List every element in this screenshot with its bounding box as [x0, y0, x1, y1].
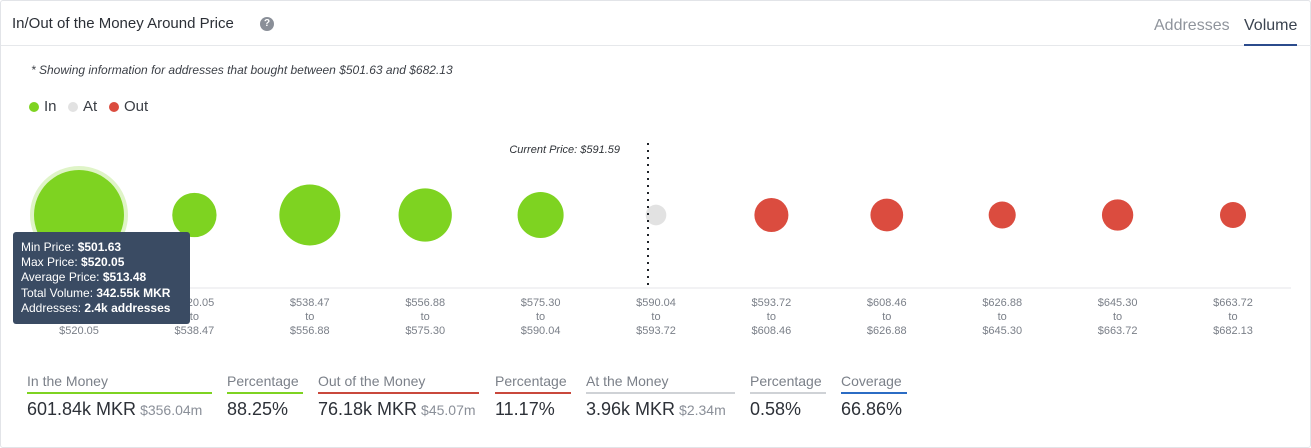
bucket-label-3: $556.88 to $575.30 — [405, 297, 445, 337]
summary-stats: In the Money 601.84k MKR $356.04m Percent… — [1, 373, 1311, 433]
stat-in-the-money-value: 601.84k MKR $356.04m — [27, 399, 203, 419]
bubble-in-1[interactable] — [172, 192, 217, 238]
help-icon[interactable]: ? — [260, 17, 274, 31]
stat-coverage-value: 66.86% — [841, 399, 903, 419]
bucket-label-2: $538.47 to $556.88 — [290, 297, 330, 337]
current-price-label: Current Price: $591.59 — [509, 144, 620, 156]
stat-at-percentage-value: 0.58% — [750, 399, 802, 419]
stat-at-the-money: At the Money 3.96k MKR $2.34m — [586, 373, 735, 420]
bubble-out-7[interactable] — [870, 198, 904, 232]
legend-label-in: In — [44, 98, 57, 115]
legend-dot-out — [109, 102, 119, 112]
stat-in-the-money: In the Money 601.84k MKR $356.04m — [27, 373, 212, 420]
stat-in-percentage-label: Percentage — [227, 373, 303, 394]
bucket-label-6: $593.72 to $608.46 — [752, 297, 792, 337]
bucket-label-10: $663.72 to $682.13 — [1213, 297, 1253, 337]
stat-out-of-the-money: Out of the Money 76.18k MKR $45.07m — [318, 373, 479, 420]
bucket-label-4: $575.30 to $590.04 — [521, 297, 561, 337]
legend-label-out: Out — [124, 98, 149, 115]
legend-label-at: At — [83, 98, 98, 115]
tooltip-row-total-volume: Total Volume: 342.55k MKR — [21, 285, 171, 300]
stat-coverage: Coverage 66.86% — [841, 373, 907, 420]
stat-at-the-money-label: At the Money — [586, 373, 735, 394]
stat-at-the-money-value: 3.96k MKR $2.34m — [586, 399, 726, 419]
bucket-label-8: $626.88 to $645.30 — [982, 297, 1022, 337]
tooltip-row-addresses: Addresses: 2.4k addresses — [21, 300, 171, 315]
bubble-out-10[interactable] — [1219, 201, 1247, 229]
bubble-out-8[interactable] — [988, 201, 1016, 229]
iotm-bubble-chart: $501.63to$520.05$520.05to$538.47$538.47t… — [19, 143, 1291, 337]
tab-addresses[interactable]: Addresses — [1154, 17, 1230, 34]
tooltip-row-avg-price: Average Price: $513.48 — [21, 270, 147, 285]
stat-at-percentage: Percentage 0.58% — [750, 373, 826, 420]
stat-at-percentage-label: Percentage — [750, 373, 826, 394]
bucket-label-7: $608.46 to $626.88 — [867, 297, 907, 337]
stat-out-percentage-label: Percentage — [495, 373, 571, 394]
tab-volume[interactable]: Volume — [1244, 17, 1298, 46]
bubble-out-9[interactable] — [1101, 199, 1134, 231]
legend-dot-at — [68, 102, 78, 112]
stat-coverage-label: Coverage — [841, 373, 907, 394]
bucket-label-5: $590.04 to $593.72 — [636, 297, 676, 337]
stat-out-percentage: Percentage 11.17% — [495, 373, 571, 420]
stat-out-percentage-value: 11.17% — [495, 399, 555, 419]
range-note: * Showing information for addresses that… — [31, 63, 453, 77]
legend-dot-in — [29, 102, 39, 112]
tooltip-row-min-price: Min Price: $501.63 — [21, 240, 122, 254]
bubble-in-4[interactable] — [517, 191, 564, 239]
stat-out-of-the-money-value: 76.18k MKR $45.07m — [318, 399, 476, 419]
stat-in-percentage-value: 88.25% — [227, 399, 289, 419]
bubble-at-5[interactable] — [645, 204, 667, 226]
card-header: In/Out of the Money Around Price ? Addre… — [1, 1, 1311, 46]
bucket-label-9: $645.30 to $663.72 — [1098, 297, 1138, 337]
bubble-out-6[interactable] — [754, 197, 789, 233]
bubble-in-2[interactable] — [279, 184, 341, 246]
stat-out-of-the-money-label: Out of the Money — [318, 373, 479, 394]
bubble-in-3[interactable] — [398, 188, 452, 242]
stat-in-percentage: Percentage 88.25% — [227, 373, 303, 420]
card-title: In/Out of the Money Around Price — [12, 15, 234, 32]
bubble-tooltip: Min Price: $501.63 Max Price: $520.05 Av… — [13, 232, 190, 324]
tooltip-row-max-price: Max Price: $520.05 — [21, 255, 125, 270]
stat-in-the-money-label: In the Money — [27, 373, 212, 394]
